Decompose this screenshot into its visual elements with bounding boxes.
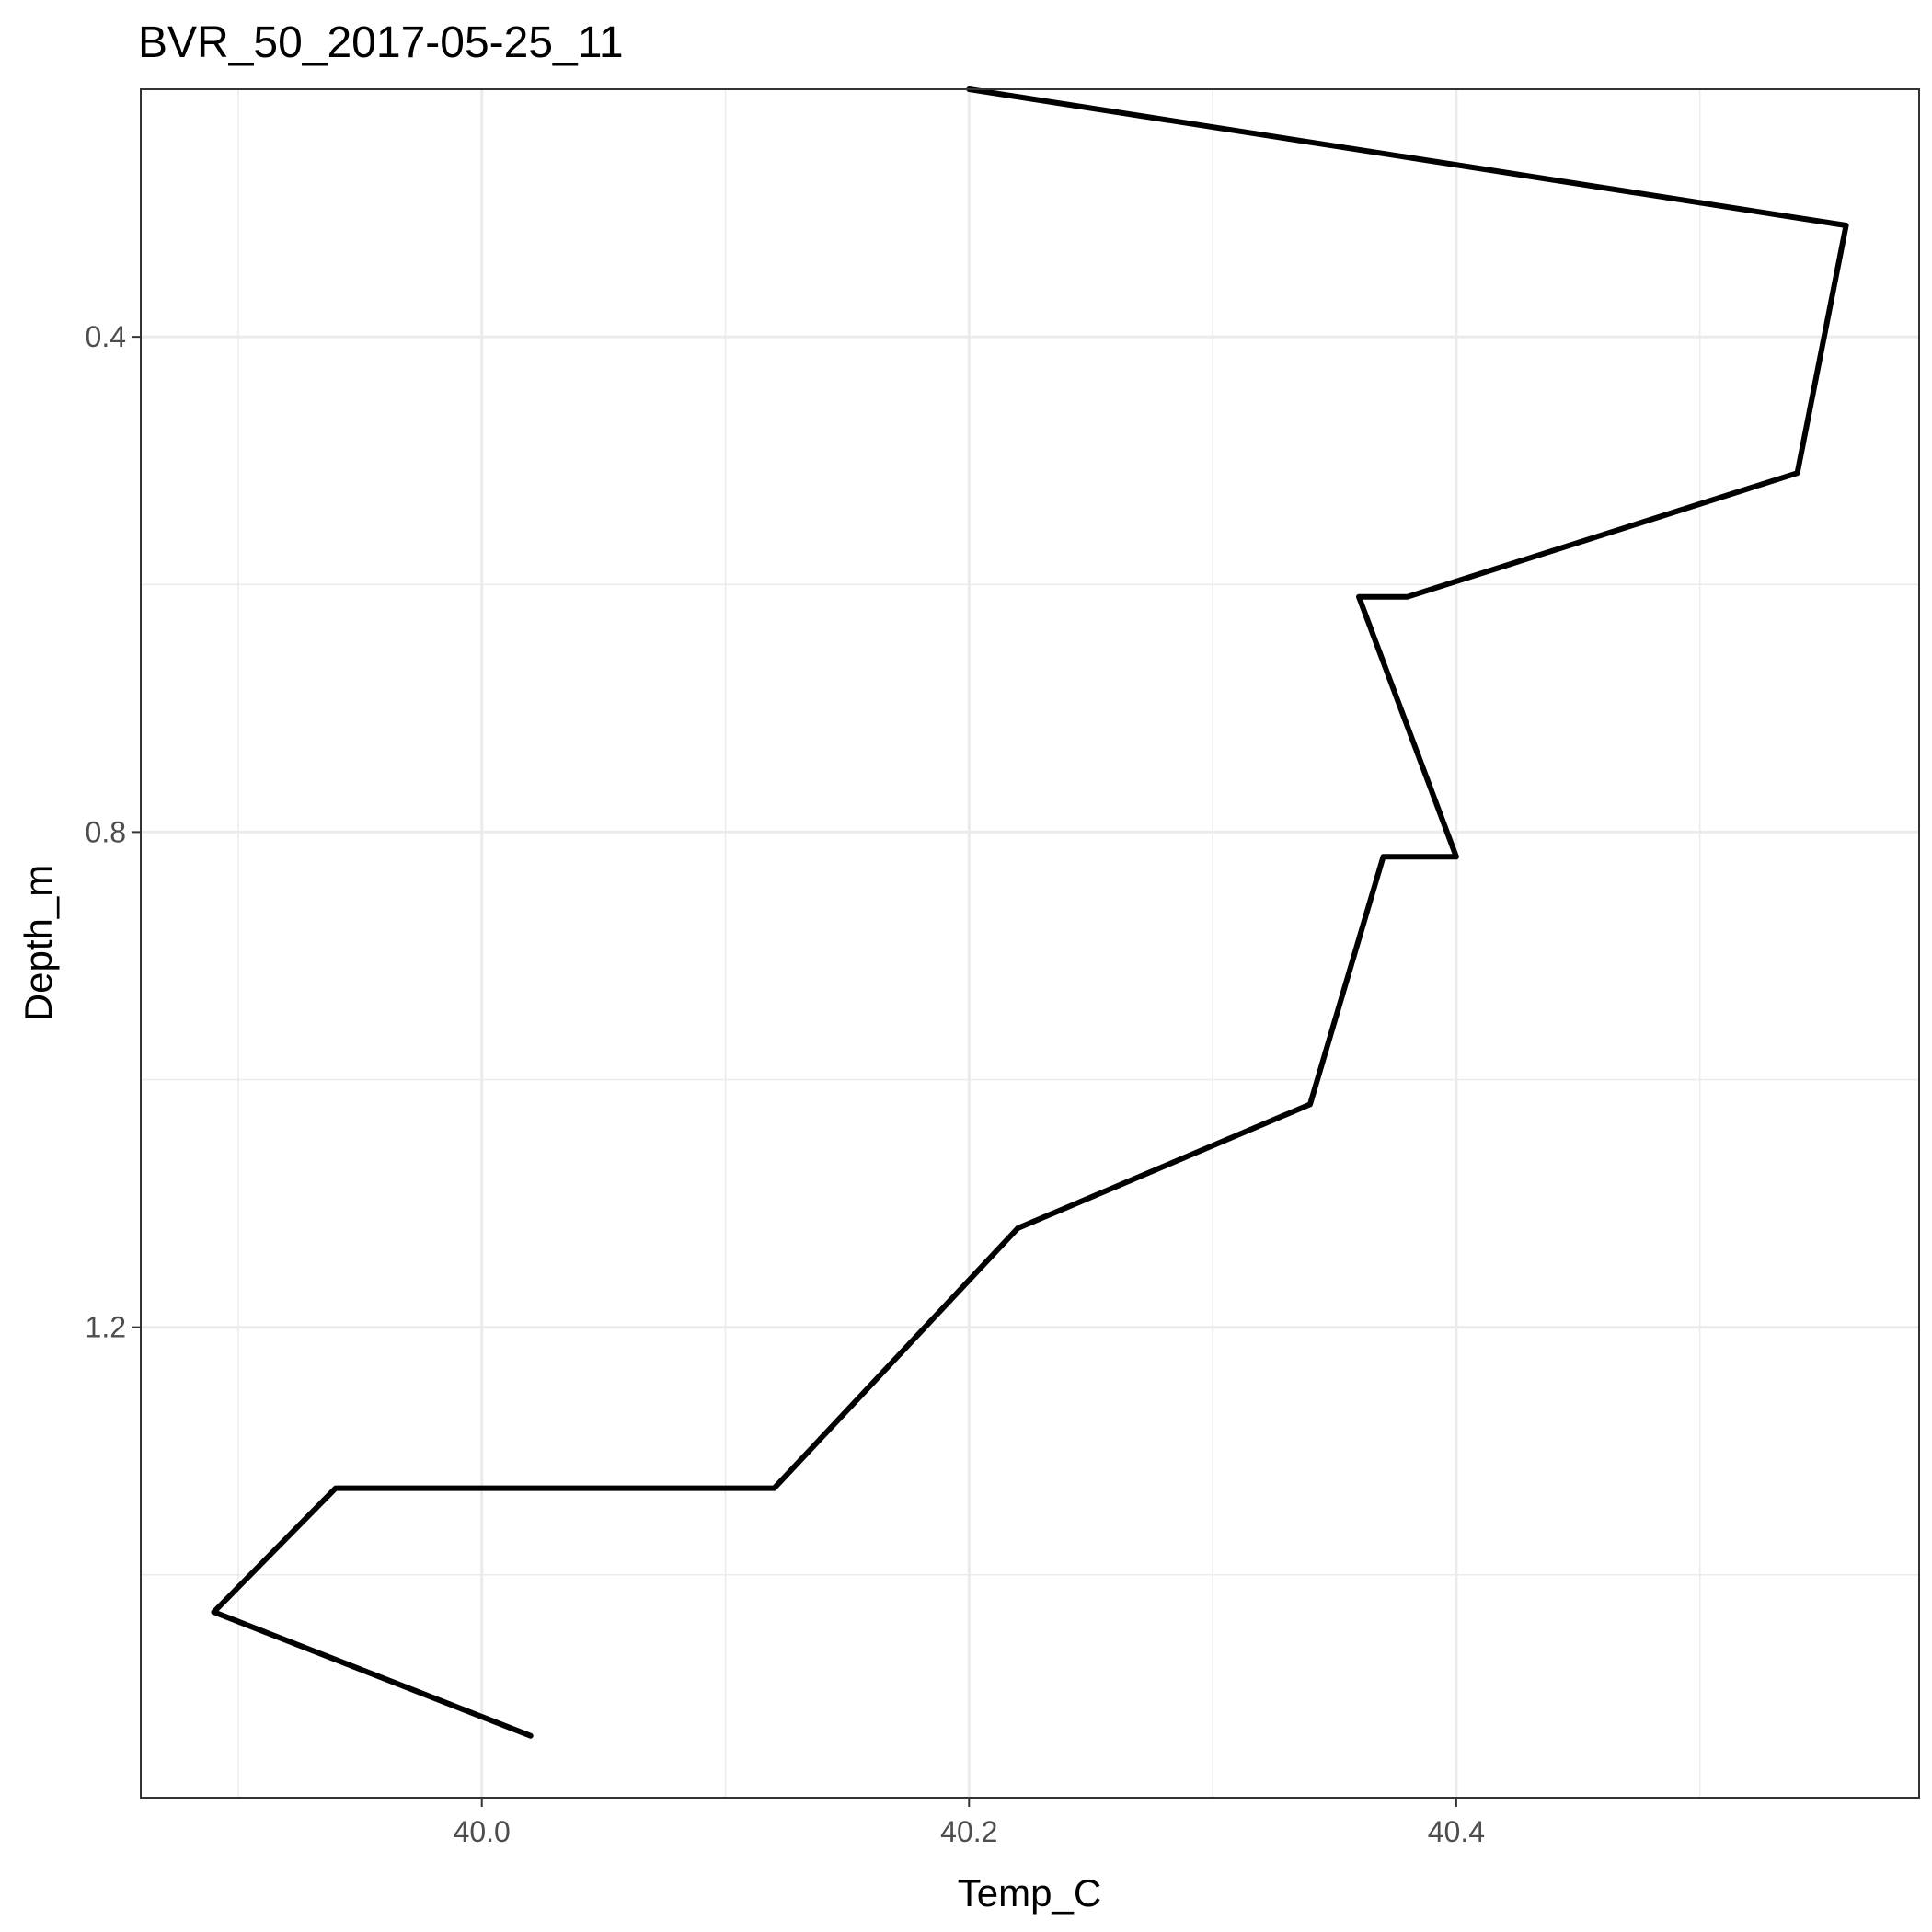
y-tick-label: 1.2: [86, 1311, 126, 1344]
chart-title: BVR_50_2017-05-25_11: [138, 18, 624, 67]
x-tick-label: 40.4: [1428, 1815, 1485, 1848]
y-tick-label: 0.4: [86, 320, 126, 353]
x-tick-label: 40.0: [454, 1815, 511, 1848]
series-layer: [211, 86, 1849, 1739]
axis-ticks: [132, 336, 1457, 1807]
x-tick-label: 40.2: [940, 1815, 997, 1848]
y-axis-label: Depth_m: [17, 865, 60, 1021]
y-tick-label: 0.8: [86, 815, 126, 848]
panel-border: [140, 88, 1920, 1799]
grid: [141, 89, 1919, 1798]
tick-labels: 40.0 40.2 40.4 0.4 0.8 1.2: [86, 320, 1486, 1848]
x-axis-label: Temp_C: [958, 1871, 1101, 1915]
series-line: [211, 86, 1849, 1739]
